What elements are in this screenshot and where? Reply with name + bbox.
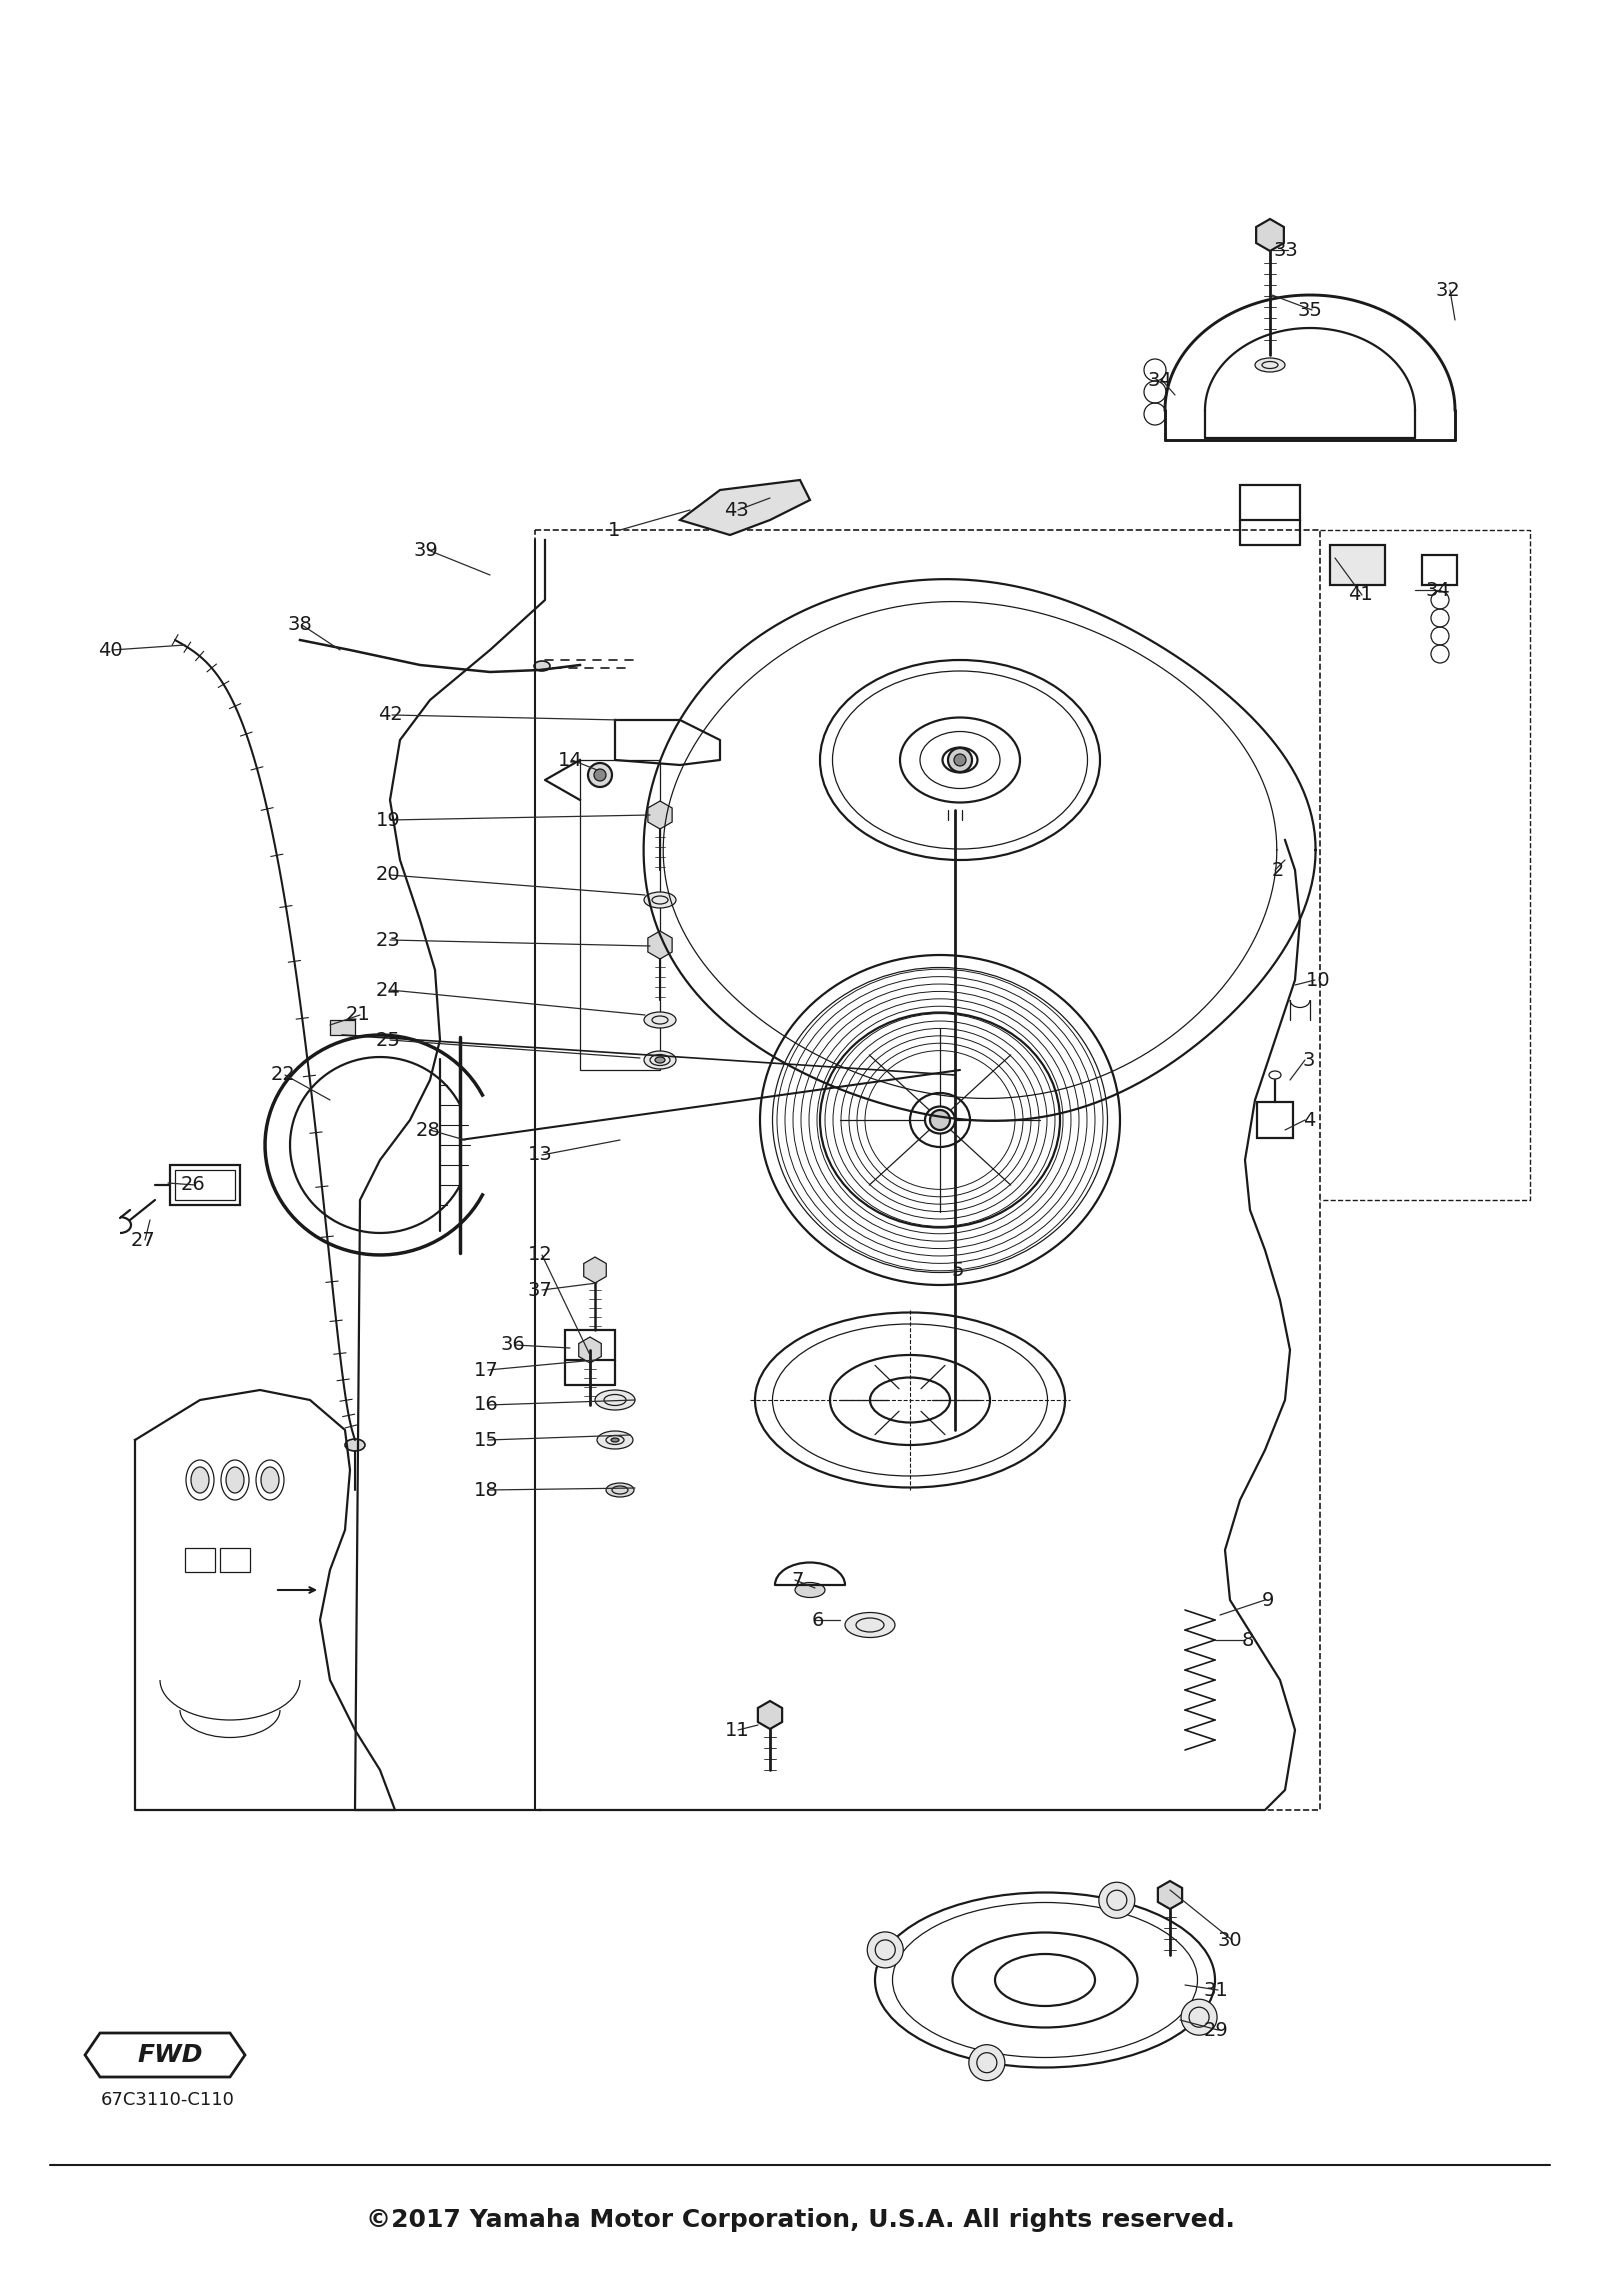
Text: 29: 29	[1203, 2020, 1229, 2040]
Polygon shape	[1158, 1881, 1182, 1908]
Text: 37: 37	[528, 1280, 552, 1300]
Text: 9: 9	[1262, 1592, 1274, 1610]
Bar	[186, 1548, 214, 1571]
Polygon shape	[1256, 219, 1283, 250]
Text: 19: 19	[376, 811, 400, 829]
Polygon shape	[648, 802, 672, 829]
Text: 11: 11	[725, 1721, 749, 1740]
Bar	[330, 1020, 355, 1036]
Ellipse shape	[226, 1466, 243, 1494]
Ellipse shape	[261, 1466, 278, 1494]
Text: 41: 41	[1347, 585, 1373, 603]
Ellipse shape	[654, 1057, 666, 1063]
Bar	[565, 1330, 614, 1359]
Ellipse shape	[643, 1052, 675, 1068]
Text: 28: 28	[416, 1120, 440, 1138]
Text: 38: 38	[288, 615, 312, 635]
Text: FWD: FWD	[138, 2042, 203, 2068]
Circle shape	[594, 770, 606, 781]
Ellipse shape	[534, 660, 550, 672]
Text: 34: 34	[1147, 371, 1173, 389]
Text: 27: 27	[131, 1230, 155, 1250]
Text: 26: 26	[181, 1175, 205, 1195]
Text: 8: 8	[1242, 1630, 1254, 1649]
Circle shape	[954, 754, 966, 765]
Polygon shape	[648, 931, 672, 959]
Text: 6: 6	[811, 1610, 824, 1630]
Circle shape	[947, 749, 973, 772]
Text: 4: 4	[1302, 1111, 1315, 1129]
Text: 67C3110-C110: 67C3110-C110	[101, 2090, 235, 2109]
Text: 24: 24	[376, 981, 400, 1000]
Ellipse shape	[346, 1439, 365, 1450]
Circle shape	[1181, 1999, 1218, 2036]
Ellipse shape	[643, 1011, 675, 1027]
Bar	[174, 1170, 235, 1200]
Text: 36: 36	[501, 1337, 525, 1355]
Ellipse shape	[606, 1482, 634, 1496]
Text: 7: 7	[792, 1571, 805, 1589]
Bar	[579, 761, 661, 1070]
Text: 39: 39	[414, 540, 438, 560]
Circle shape	[867, 1931, 904, 1967]
Text: 30: 30	[1218, 1931, 1242, 1949]
Bar	[1240, 485, 1299, 519]
Text: 18: 18	[474, 1480, 498, 1501]
Text: 42: 42	[378, 706, 402, 724]
Polygon shape	[758, 1701, 782, 1728]
Ellipse shape	[795, 1583, 826, 1598]
Text: 21: 21	[346, 1006, 370, 1025]
Ellipse shape	[611, 1439, 619, 1441]
Ellipse shape	[597, 1430, 634, 1448]
Circle shape	[930, 1109, 950, 1129]
Text: 34: 34	[1426, 581, 1450, 599]
Text: 43: 43	[723, 501, 749, 519]
Bar	[170, 1166, 240, 1205]
Text: ©2017 Yamaha Motor Corporation, U.S.A. All rights reserved.: ©2017 Yamaha Motor Corporation, U.S.A. A…	[365, 2209, 1235, 2231]
Bar	[221, 1548, 250, 1571]
Circle shape	[970, 2045, 1005, 2081]
Text: 13: 13	[528, 1145, 552, 1164]
Text: 15: 15	[474, 1430, 499, 1450]
Bar	[1258, 1102, 1293, 1138]
Text: 32: 32	[1435, 280, 1461, 301]
Polygon shape	[584, 1257, 606, 1282]
Bar	[534, 531, 1320, 1810]
Circle shape	[1099, 1883, 1134, 1917]
Text: 20: 20	[376, 865, 400, 883]
Text: 1: 1	[608, 521, 621, 540]
Bar	[1422, 556, 1458, 585]
Text: 17: 17	[474, 1359, 498, 1380]
Text: 33: 33	[1274, 241, 1298, 260]
Text: 10: 10	[1306, 970, 1330, 990]
Ellipse shape	[1254, 357, 1285, 371]
Text: 35: 35	[1298, 301, 1323, 319]
Bar	[1330, 544, 1386, 585]
Text: 12: 12	[528, 1246, 552, 1264]
Text: 5: 5	[952, 1261, 965, 1280]
Circle shape	[589, 763, 611, 788]
Text: 23: 23	[376, 931, 400, 950]
Polygon shape	[680, 480, 810, 535]
Polygon shape	[579, 1337, 602, 1364]
Text: 2: 2	[1272, 861, 1285, 879]
Text: 14: 14	[558, 751, 582, 770]
Ellipse shape	[845, 1612, 894, 1637]
Ellipse shape	[643, 893, 675, 909]
Text: 22: 22	[270, 1066, 296, 1084]
Text: 25: 25	[376, 1031, 400, 1050]
Text: 40: 40	[98, 640, 122, 660]
Text: 31: 31	[1203, 1981, 1229, 1999]
Ellipse shape	[595, 1389, 635, 1409]
Text: 16: 16	[474, 1396, 498, 1414]
Ellipse shape	[190, 1466, 210, 1494]
Text: 3: 3	[1302, 1050, 1315, 1070]
